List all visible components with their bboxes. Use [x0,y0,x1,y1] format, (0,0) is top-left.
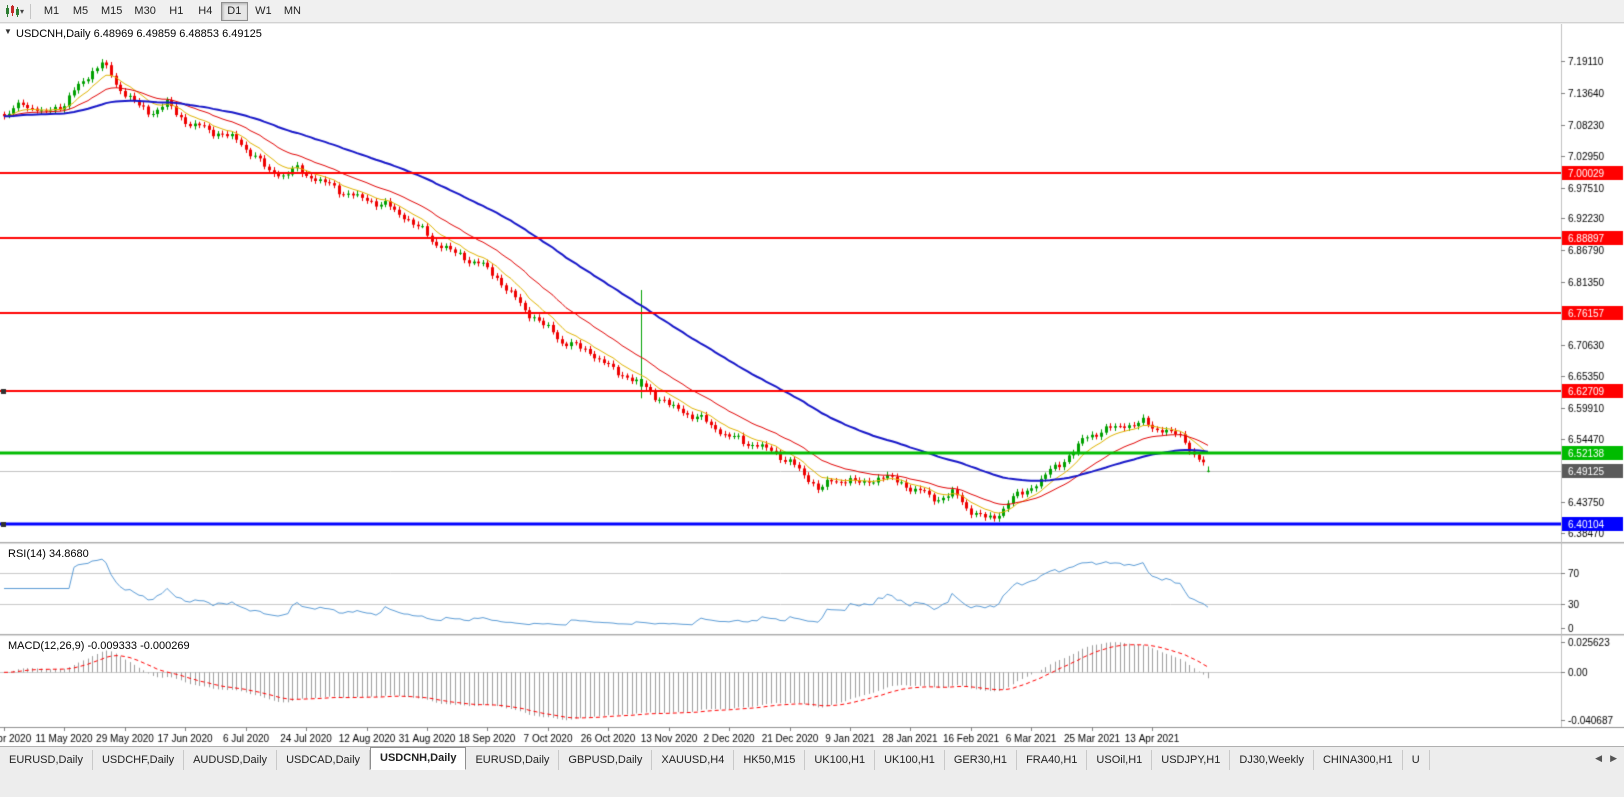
tab-scroll-right-icon[interactable]: ▶ [1610,752,1617,763]
chart-window: ▼ USDCNH,Daily 6.48969 6.49859 6.48853 6… [0,24,1624,746]
chart-tab-gbpusd-daily[interactable]: GBPUSD,Daily [559,750,653,770]
timeframe-button-h1[interactable]: H1 [163,2,190,21]
chart-tabs: EURUSD,Daily USDCHF,Daily AUDUSD,Daily USDC… [0,747,1430,770]
chart-tab-usdcnh-daily[interactable]: USDCNH,Daily [370,747,467,770]
rsi-indicator-label: RSI(14) 34.8680 [8,548,89,560]
timeframe-button-m5[interactable]: M5 [67,2,94,21]
chart-tab-bar: EURUSD,Daily USDCHF,Daily AUDUSD,Daily USDC… [0,746,1624,770]
chevron-down-icon: ▾ [20,6,25,16]
tab-scroll-left-icon[interactable]: ◀ [1595,752,1603,763]
timeframe-button-w1[interactable]: W1 [250,2,277,21]
chart-title: USDCNH,Daily 6.48969 6.49859 6.48853 6.4… [16,28,262,40]
candlestick-chart-icon [6,4,19,17]
timeframe-button-m1[interactable]: M1 [38,2,65,21]
tab-scroll-controls: ◀ ▶ [1591,747,1624,770]
chart-tab-fra40-h1[interactable]: FRA40,H1 [1017,750,1088,770]
timeframe-button-mn[interactable]: MN [279,2,306,21]
chart-tab-xauusd-h4[interactable]: XAUUSD,H4 [652,750,735,770]
chart-tab-eurusd-daily[interactable]: EURUSD,Daily [0,750,93,770]
chart-tab-china300-h1[interactable]: CHINA300,H1 [1313,750,1403,770]
chart-tab-usdcad-daily[interactable]: USDCAD,Daily [277,750,371,770]
chart-tab-ger30-h1[interactable]: GER30,H1 [944,750,1018,770]
chart-tab-u[interactable]: U [1402,750,1430,770]
chart-tab-usdchf-daily[interactable]: USDCHF,Daily [92,750,185,770]
timeframe-button-m15[interactable]: M15 [96,2,127,21]
timeframe-button-m30[interactable]: M30 [129,2,160,21]
timeframe-button-d1[interactable]: D1 [220,1,248,21]
timeframe-buttons: M1 M5 M15 M30 H1 H4 D1 W1 MN [37,1,307,21]
chart-tab-usoil-h1[interactable]: USOil,H1 [1087,750,1153,770]
chart-tab-eurusd-daily[interactable]: EURUSD,Daily [466,750,560,770]
macd-indicator-label: MACD(12,26,9) -0.009333 -0.000269 [8,640,190,652]
timeframe-toolbar: ▾ M1 M5 M15 M30 H1 H4 D1 W1 MN [0,0,1624,23]
chart-tab-uk100-h1[interactable]: UK100,H1 [805,750,876,770]
timeframe-button-h4[interactable]: H4 [192,2,219,21]
chart-tab-hk50-m15[interactable]: HK50,M15 [734,750,806,770]
chart-tab-usdjpy-h1[interactable]: USDJPY,H1 [1152,750,1231,770]
chart-collapse-icon[interactable]: ▼ [4,27,12,36]
toolbar-separator [30,3,32,19]
chart-type-icon[interactable]: ▾ [5,4,25,18]
price-chart-canvas[interactable] [0,24,1624,746]
chart-tab-uk100-h1[interactable]: UK100,H1 [875,750,945,770]
chart-tab-audusd-daily[interactable]: AUDUSD,Daily [184,750,278,770]
chart-tab-dj30-weekly[interactable]: DJ30,Weekly [1230,750,1314,770]
